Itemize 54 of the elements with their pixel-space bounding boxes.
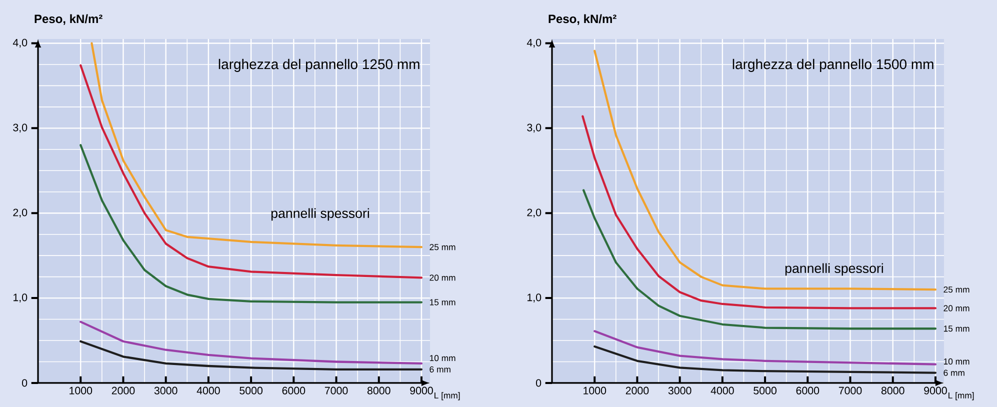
text: larghezza del pannello 1250 mm <box>218 58 420 72</box>
x-tick-label: 2000 <box>112 386 135 394</box>
y-tick-label: 2,0 <box>527 208 542 218</box>
x-tick-label: 6000 <box>796 386 820 394</box>
x-axis-title: L [mm] <box>948 392 974 400</box>
text: larghezza del pannello 1500 mm <box>732 58 934 72</box>
series-label: 20 mm <box>944 305 970 312</box>
x-tick-label: 5000 <box>240 386 262 394</box>
line-series <box>582 189 937 330</box>
series-label: 15 mm <box>944 326 970 332</box>
x-tick-label: 9000 <box>924 386 947 394</box>
y-axis-title: Peso, kN/m² <box>548 14 616 25</box>
x-axis-title: L [mm] <box>434 392 460 400</box>
x-tick-label: 2000 <box>626 386 649 394</box>
x-tick-label: 7000 <box>324 386 348 394</box>
x-tick-label: 7000 <box>838 386 862 394</box>
x-tick-label: 1000 <box>70 386 92 394</box>
series-label: 25 mm <box>944 286 970 293</box>
series-label: 6 mm <box>430 366 450 372</box>
y-tick-label: 0 <box>536 379 542 387</box>
line-series <box>80 320 423 365</box>
series-label: 6 mm <box>944 370 964 376</box>
legend-title: pannelli spessori <box>271 208 369 221</box>
line-series <box>90 42 423 248</box>
y-tick-label: 1,0 <box>528 294 542 302</box>
x-tick-label: 8000 <box>881 386 904 394</box>
series-label: 15 mm <box>430 299 456 306</box>
x-tick-label: 8000 <box>367 386 390 394</box>
x-tick-label: 6000 <box>282 386 306 394</box>
line-series <box>80 144 423 304</box>
series-label: 10 mm <box>430 355 456 362</box>
x-tick-label: 1000 <box>584 386 606 394</box>
y-tick-label: 3,0 <box>13 124 28 133</box>
series-label: 25 mm <box>430 244 456 250</box>
y-tick-label: 4,0 <box>526 38 542 48</box>
legend-title: pannelli spessori <box>785 263 883 276</box>
line-series <box>582 115 937 310</box>
x-tick-label: 5000 <box>754 386 776 394</box>
x-tick-label: 3000 <box>668 386 692 394</box>
series-label: 20 mm <box>430 274 456 281</box>
x-tick-label: 3000 <box>154 386 178 394</box>
line-series <box>80 340 423 370</box>
y-axis-title: Peso, kN/m² <box>34 14 102 25</box>
y-tick-label: 2,0 <box>13 208 28 218</box>
line-series <box>594 345 937 374</box>
y-tick-label: 1,0 <box>14 294 28 302</box>
y-tick-label: 3,0 <box>527 124 542 133</box>
x-tick-label: 9000 <box>410 386 433 394</box>
y-tick-label: 4,0 <box>12 38 28 48</box>
line-series <box>594 50 937 291</box>
x-tick-label: 4000 <box>196 386 220 394</box>
x-tick-label: 4000 <box>710 386 734 394</box>
series-label: 10 mm <box>944 358 970 365</box>
y-tick-label: 0 <box>22 379 28 387</box>
